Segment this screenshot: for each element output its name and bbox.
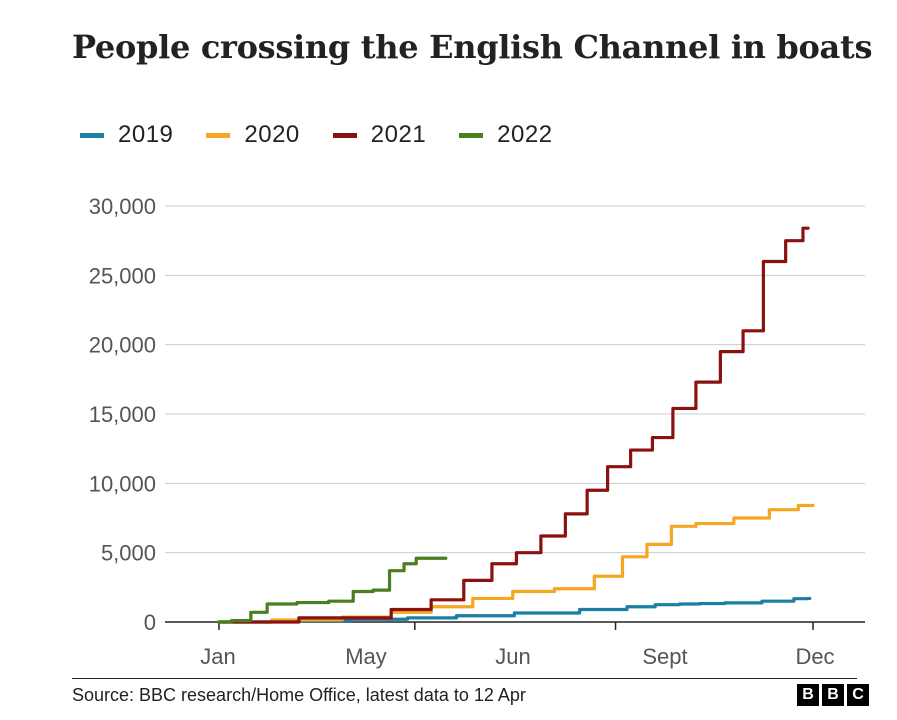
chart-title: People crossing the English Channel in b…	[72, 28, 873, 66]
y-tick-label: 30,000	[89, 194, 156, 219]
y-tick-label: 5,000	[101, 541, 156, 566]
line-chart: 0 5,000 10,000 15,000 20,000 25,000 30,000 Jan…	[89, 194, 865, 669]
series-lines	[217, 226, 815, 624]
legend-label: 2022	[497, 121, 553, 148]
y-tick-label: 25,000	[89, 263, 156, 288]
footer-divider	[72, 678, 857, 679]
line-swatch-icon	[206, 132, 231, 138]
legend-label: 2019	[118, 121, 174, 148]
legend: 2019 2020 2021 2022	[80, 121, 586, 149]
series-line-2019	[217, 596, 812, 624]
logo-letter: B	[797, 684, 819, 706]
series-line-2021	[217, 226, 810, 624]
y-axis-ticks: 0 5,000 10,000 15,000 20,000 25,000 30,000	[89, 194, 156, 635]
x-axis-ticks: Jan May Jun Sept Dec	[200, 622, 835, 669]
line-swatch-icon	[459, 132, 484, 138]
x-tick-label: May	[345, 644, 387, 669]
legend-item-2019: 2019	[80, 121, 173, 149]
x-tick-label: Dec	[795, 644, 834, 669]
y-tick-label: 15,000	[89, 402, 156, 427]
logo-letter: C	[847, 684, 869, 706]
legend-item-2020: 2020	[206, 121, 299, 149]
legend-item-2021: 2021	[332, 121, 427, 149]
x-tick-label: Jan	[200, 644, 235, 669]
legend-label: 2020	[244, 121, 300, 148]
x-tick-label: Sept	[642, 644, 687, 669]
legend-label: 2021	[370, 121, 427, 148]
line-swatch-icon	[80, 132, 104, 138]
series-line-2022	[217, 556, 448, 624]
y-tick-label: 0	[144, 610, 156, 635]
y-tick-label: 10,000	[89, 471, 156, 496]
legend-item-2022: 2022	[459, 121, 552, 149]
bbc-logo: B B C	[797, 684, 872, 706]
source-note: Source: BBC research/Home Office, latest…	[72, 685, 526, 705]
line-swatch-icon	[332, 132, 357, 138]
y-tick-label: 20,000	[89, 333, 156, 358]
logo-letter: B	[822, 684, 844, 706]
x-tick-label: Jun	[495, 644, 530, 669]
